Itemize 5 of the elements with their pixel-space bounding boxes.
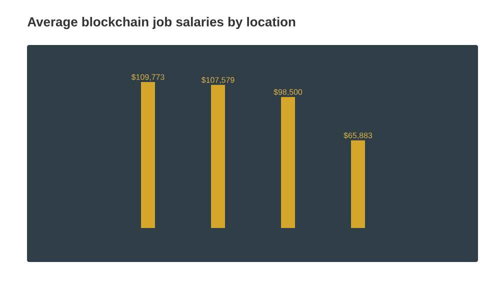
bar (351, 140, 366, 228)
bar (211, 84, 226, 228)
bar (141, 82, 156, 228)
bar (281, 96, 296, 228)
chart-title: Average blockchain job salaries by location (28, 16, 296, 30)
